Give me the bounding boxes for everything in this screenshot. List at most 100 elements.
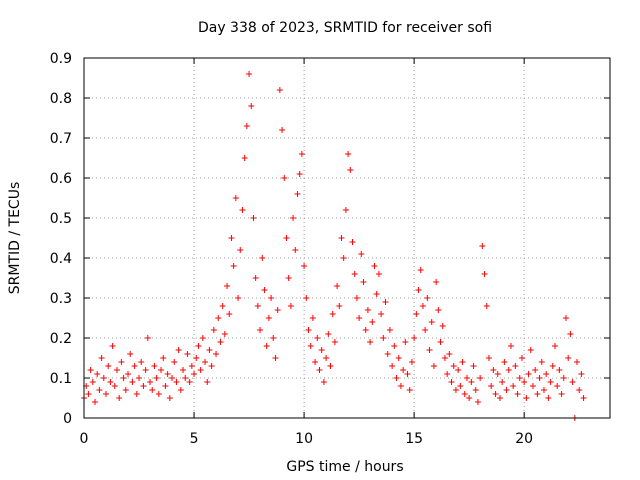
- data-point: [490, 367, 497, 373]
- data-point: [239, 207, 246, 213]
- data-point: [142, 367, 149, 373]
- data-point: [380, 335, 387, 341]
- data-point: [270, 335, 277, 341]
- data-point: [153, 375, 160, 381]
- data-point: [367, 339, 374, 345]
- data-point: [424, 295, 431, 301]
- x-tick-label: 10: [295, 431, 313, 447]
- data-point: [512, 363, 519, 369]
- data-point: [213, 351, 220, 357]
- data-point: [257, 327, 264, 333]
- data-point: [208, 363, 215, 369]
- data-point: [92, 399, 99, 405]
- grid-lines: [84, 58, 610, 418]
- data-point: [287, 303, 294, 309]
- data-point: [428, 319, 435, 325]
- data-point: [307, 343, 314, 349]
- data-point: [182, 375, 189, 381]
- data-point: [164, 371, 171, 377]
- data-point: [439, 323, 446, 329]
- data-point: [433, 279, 440, 285]
- data-point: [356, 315, 363, 321]
- data-point: [402, 339, 409, 345]
- data-point: [151, 363, 158, 369]
- data-point: [391, 343, 398, 349]
- data-point: [292, 247, 299, 253]
- data-point: [303, 295, 310, 301]
- data-point: [160, 355, 167, 361]
- data-point: [177, 387, 184, 393]
- data-point: [386, 327, 393, 333]
- data-point: [507, 343, 514, 349]
- data-point: [103, 391, 110, 397]
- data-point: [532, 367, 539, 373]
- data-point: [294, 191, 301, 197]
- data-point: [105, 363, 112, 369]
- data-point: [323, 355, 330, 361]
- data-point: [338, 235, 345, 241]
- data-point: [305, 327, 312, 333]
- data-point: [274, 307, 281, 313]
- data-point: [186, 379, 193, 385]
- data-point: [345, 151, 352, 157]
- y-tick-label: 0.9: [50, 51, 72, 67]
- data-point: [263, 343, 270, 349]
- data-point: [565, 355, 572, 361]
- data-point: [272, 355, 279, 361]
- data-point: [127, 351, 134, 357]
- data-point: [228, 235, 235, 241]
- data-point: [109, 343, 116, 349]
- data-points: [81, 71, 587, 421]
- data-point: [314, 335, 321, 341]
- data-point: [400, 367, 407, 373]
- data-point: [384, 351, 391, 357]
- data-point: [452, 387, 459, 393]
- data-point: [131, 363, 138, 369]
- data-point: [85, 391, 92, 397]
- data-point: [466, 395, 473, 401]
- data-point: [556, 367, 563, 373]
- data-point: [371, 263, 378, 269]
- data-point: [444, 371, 451, 377]
- data-point: [547, 379, 554, 385]
- data-point: [215, 315, 222, 321]
- y-tick-label: 0: [63, 411, 72, 427]
- data-point: [129, 379, 136, 385]
- data-point: [514, 391, 521, 397]
- data-point: [422, 327, 429, 333]
- data-point: [279, 127, 286, 133]
- x-tick-label: 0: [80, 431, 89, 447]
- data-point: [261, 287, 268, 293]
- data-point: [483, 303, 490, 309]
- data-point: [334, 283, 341, 289]
- data-point: [171, 359, 178, 365]
- data-point: [488, 383, 495, 389]
- data-point: [551, 343, 558, 349]
- data-point: [351, 271, 358, 277]
- y-tick-label: 0.8: [50, 91, 72, 107]
- y-tick-label: 0.1: [50, 371, 72, 387]
- data-point: [100, 375, 107, 381]
- data-point: [144, 335, 151, 341]
- data-point: [252, 275, 259, 281]
- data-point: [510, 383, 517, 389]
- data-point: [120, 375, 127, 381]
- data-point: [254, 303, 261, 309]
- data-point: [492, 391, 499, 397]
- data-point: [485, 355, 492, 361]
- data-point: [470, 363, 477, 369]
- data-point: [149, 387, 156, 393]
- data-point: [125, 371, 132, 377]
- data-point: [477, 375, 484, 381]
- data-point: [235, 295, 242, 301]
- data-point: [180, 367, 187, 373]
- data-point: [362, 327, 369, 333]
- x-axis-label: GPS time / hours: [286, 459, 403, 475]
- data-point: [318, 347, 325, 353]
- data-point: [276, 87, 283, 93]
- data-point: [505, 367, 512, 373]
- data-point: [549, 363, 556, 369]
- data-point: [296, 171, 303, 177]
- x-tick-label: 5: [190, 431, 199, 447]
- data-point: [435, 307, 442, 313]
